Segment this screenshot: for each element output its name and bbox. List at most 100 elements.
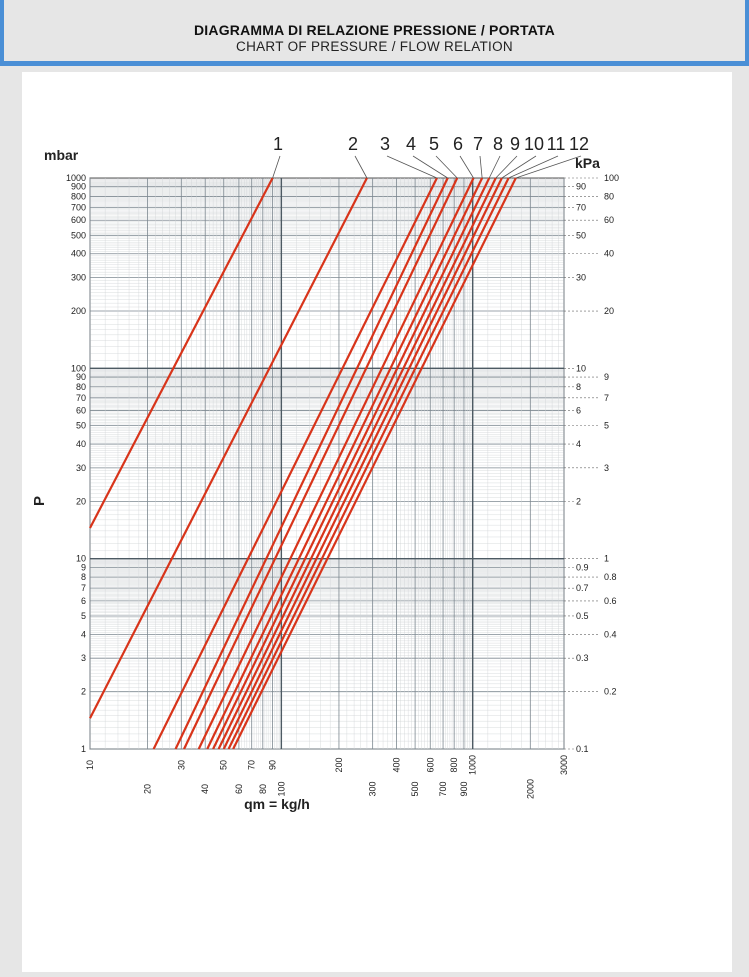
y-tick-label-left: 3 — [81, 653, 86, 663]
x-tick-label: 900 — [459, 781, 469, 796]
y-tick-label-left: 10 — [76, 554, 86, 564]
series-line-1 — [89, 177, 274, 529]
y-tick-label-left: 7 — [81, 583, 86, 593]
y-tick-label-left: 5 — [81, 611, 86, 621]
y-tick-label-left: 900 — [71, 182, 86, 192]
series-line-4 — [174, 177, 449, 750]
series-line-8 — [212, 177, 491, 750]
y-tick-label-right: 90 — [576, 182, 586, 192]
y-tick-label-right: 30 — [576, 273, 586, 283]
series-line-2 — [89, 177, 368, 719]
y-tick-label-right: 8 — [576, 382, 581, 392]
y-tick-label-right: 50 — [576, 230, 586, 240]
series-leader-8 — [488, 155, 501, 179]
y-tick-label-left: 50 — [76, 421, 86, 431]
series-line-12 — [232, 177, 517, 750]
series-label-7: 7 — [473, 134, 483, 154]
x-tick-label: 60 — [234, 784, 244, 794]
series-leader-6 — [459, 155, 474, 179]
series-leader-4 — [412, 155, 448, 179]
y-tick-label-left: 1 — [81, 744, 86, 754]
series-label-10: 10 — [524, 134, 544, 154]
y-tick-label-left: 60 — [76, 406, 86, 416]
y-tick-label-right: 10 — [576, 363, 586, 373]
y-tick-label-left: 700 — [71, 202, 86, 212]
y-tick-label-right: 40 — [604, 249, 614, 259]
series-leader-11 — [508, 155, 559, 179]
y-tick-label-right: 0.9 — [576, 562, 589, 572]
series-line-10 — [222, 177, 503, 750]
y-tick-label-left: 4 — [81, 629, 86, 639]
y-tick-label-right: 7 — [604, 393, 609, 403]
series-leader-5 — [435, 155, 458, 179]
x-axis-title: qm = kg/h — [244, 796, 310, 812]
y-tick-label-right: 1 — [604, 554, 609, 564]
x-tick-label: 50 — [219, 760, 229, 770]
y-tick-label-left: 800 — [71, 191, 86, 201]
y-tick-label-left: 70 — [76, 393, 86, 403]
series-label-4: 4 — [406, 134, 416, 154]
y-tick-label-right: 0.8 — [604, 572, 617, 582]
series-label-11: 11 — [547, 134, 566, 154]
y-axis-title: P — [31, 496, 48, 506]
series-line-9 — [217, 177, 497, 750]
y-tick-label-right: 20 — [604, 306, 614, 316]
y-tick-label-right: 0.3 — [576, 653, 589, 663]
series-leader-9 — [495, 155, 518, 179]
page-header: DIAGRAMMA DI RELAZIONE PRESSIONE / PORTA… — [0, 0, 749, 66]
x-tick-label: 200 — [334, 757, 344, 772]
x-tick-label: 10 — [85, 760, 95, 770]
series-label-9: 9 — [510, 134, 520, 154]
series-leader-2 — [354, 155, 368, 179]
chart-panel: mbar kPa 1 2 3 4 5 6 7 8 9 10 20 30 40 50 60 70 80 90 100 200… — [22, 72, 732, 972]
y-tick-label-right: 9 — [604, 372, 609, 382]
y-tick-label-left: 500 — [71, 230, 86, 240]
series-label-2: 2 — [348, 134, 358, 154]
y-tick-label-right: 100 — [604, 173, 619, 183]
y-tick-label-left: 30 — [76, 463, 86, 473]
y-tick-label-right: 0.2 — [604, 687, 617, 697]
series-line-5 — [183, 177, 459, 750]
y-tick-label-right: 0.1 — [576, 744, 589, 754]
y-tick-label-right: 0.7 — [576, 583, 589, 593]
series-line-7 — [206, 177, 484, 750]
y-tick-label-left: 9 — [81, 562, 86, 572]
series-label-5: 5 — [429, 134, 439, 154]
series-line-6 — [197, 177, 475, 750]
y-tick-label-left: 6 — [81, 596, 86, 606]
x-tick-label: 400 — [392, 757, 402, 772]
y-tick-label-right: 70 — [576, 202, 586, 212]
y-tick-label-left: 40 — [76, 439, 86, 449]
y-tick-label-right: 0.4 — [604, 629, 617, 639]
y-tick-label-left: 20 — [76, 496, 86, 506]
y-tick-label-left: 90 — [76, 372, 86, 382]
x-tick-label: 20 — [143, 784, 153, 794]
y-tick-label-left: 80 — [76, 382, 86, 392]
series-label-8: 8 — [493, 134, 503, 154]
x-tick-label: 30 — [176, 760, 186, 770]
y-tick-label-right: 80 — [604, 191, 614, 201]
x-tick-label: 1000 — [468, 755, 478, 775]
y-tick-label-left: 8 — [81, 572, 86, 582]
x-tick-label: 500 — [410, 781, 420, 796]
x-tick-label: 2000 — [525, 779, 535, 799]
y-tick-label-right: 60 — [604, 215, 614, 225]
y-tick-label-right: 2 — [576, 496, 581, 506]
y-tick-label-left: 2 — [81, 687, 86, 697]
y-unit-right: kPa — [575, 155, 600, 171]
y-tick-label-right: 5 — [604, 421, 609, 431]
y-tick-label-left: 1000 — [66, 173, 86, 183]
y-tick-label-left: 300 — [71, 273, 86, 283]
series-leader-3 — [386, 155, 438, 179]
series-leader-10 — [501, 155, 537, 179]
y-tick-label-right: 6 — [576, 406, 581, 416]
y-unit-left: mbar — [44, 147, 79, 163]
y-tick-label-left: 600 — [71, 215, 86, 225]
y-tick-label-left: 200 — [71, 306, 86, 316]
x-tick-label: 90 — [268, 760, 278, 770]
x-tick-label: 40 — [200, 784, 210, 794]
x-tick-label: 600 — [425, 757, 435, 772]
x-tick-label: 300 — [368, 781, 378, 796]
y-tick-label-right: 4 — [576, 439, 581, 449]
series-label-3: 3 — [380, 134, 390, 154]
